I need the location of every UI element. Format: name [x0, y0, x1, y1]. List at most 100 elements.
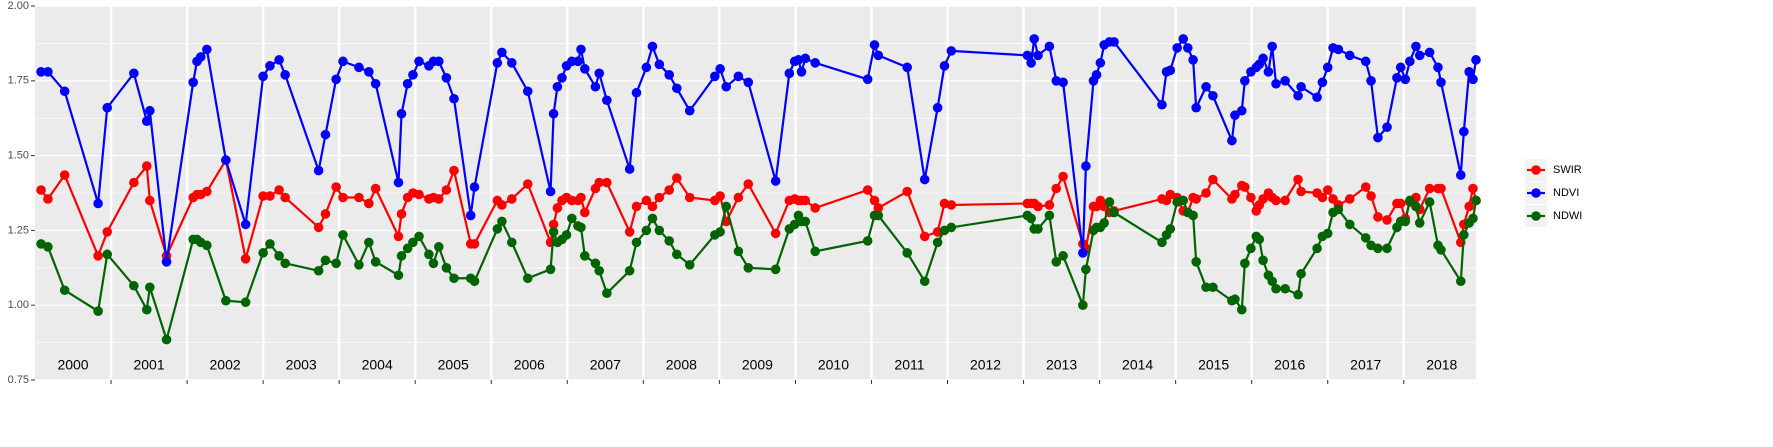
data-point [408, 237, 418, 248]
year-label: 2005 [438, 357, 469, 373]
data-point [1157, 99, 1167, 110]
data-point [331, 182, 341, 192]
data-point [1322, 62, 1333, 73]
data-point [873, 203, 884, 213]
data-point [43, 242, 53, 252]
data-point [1078, 300, 1088, 311]
data-point [1022, 50, 1033, 61]
data-point [393, 177, 404, 188]
data-point [594, 265, 605, 276]
data-point [145, 105, 155, 116]
data-point [1344, 50, 1355, 61]
data-point [579, 251, 590, 261]
data-point [202, 186, 212, 197]
data-point [1411, 201, 1421, 212]
data-point [1051, 183, 1062, 194]
data-point [902, 62, 913, 73]
data-point [1322, 185, 1333, 195]
data-point [1271, 283, 1281, 294]
data-point [202, 44, 212, 55]
data-point [59, 86, 70, 97]
data-point [684, 260, 695, 270]
data-point [1246, 243, 1256, 254]
data-point [1293, 90, 1303, 101]
data-point [1433, 62, 1443, 73]
data-point [274, 55, 284, 65]
y-tick-label: 1.50 [8, 150, 29, 162]
data-point [770, 264, 781, 275]
data-point [1267, 41, 1278, 52]
data-point [873, 210, 884, 221]
data-point [469, 239, 480, 249]
data-point [393, 231, 404, 242]
data-point [1208, 174, 1218, 185]
data-point [552, 81, 563, 92]
data-point [1081, 161, 1091, 171]
data-point [331, 74, 341, 85]
data-point [810, 203, 820, 213]
year-label: 2003 [286, 357, 317, 373]
data-point [1109, 207, 1119, 218]
data-point [810, 58, 820, 68]
data-point [320, 255, 331, 266]
data-point [424, 249, 434, 260]
data-point [1271, 78, 1281, 89]
data-point [1405, 56, 1415, 67]
data-point [1455, 276, 1466, 287]
data-point [1033, 201, 1043, 212]
data-point [1258, 53, 1268, 64]
data-point [919, 174, 930, 185]
data-point [946, 46, 957, 56]
y-tick-label: 1.00 [8, 299, 29, 311]
data-point [1236, 304, 1247, 315]
data-point [1183, 43, 1193, 53]
data-point [338, 230, 348, 240]
year-label: 2001 [133, 357, 164, 373]
data-point [1293, 174, 1303, 185]
legend-dot [1531, 165, 1541, 175]
data-point [1360, 233, 1371, 243]
data-point [396, 108, 407, 119]
data-point [624, 227, 635, 237]
data-point [641, 195, 652, 206]
data-point [93, 306, 103, 316]
data-point [492, 58, 503, 68]
data-point [1191, 102, 1201, 113]
data-point [743, 179, 754, 189]
data-point [1240, 258, 1250, 269]
data-point [545, 186, 556, 197]
data-point [402, 78, 413, 89]
year-label: 2011 [894, 357, 924, 373]
data-point [557, 73, 567, 83]
data-point [1230, 189, 1240, 200]
data-point [280, 258, 290, 269]
data-point [631, 87, 642, 98]
data-point [265, 239, 275, 249]
data-point [338, 192, 348, 203]
data-point [522, 86, 533, 97]
data-point [1033, 50, 1043, 61]
data-point [1459, 126, 1469, 137]
data-point [1296, 81, 1306, 92]
data-point [624, 164, 635, 174]
data-point [1366, 76, 1376, 86]
data-point [602, 177, 612, 188]
data-point [671, 249, 682, 260]
data-point [1095, 58, 1106, 68]
data-point [631, 201, 642, 212]
data-point [465, 210, 476, 221]
data-point [141, 116, 152, 126]
data-point [647, 213, 658, 224]
data-point [161, 334, 172, 345]
data-point [195, 52, 206, 62]
year-label: 2014 [1122, 357, 1153, 373]
data-point [1230, 294, 1240, 305]
data-point [796, 67, 807, 77]
data-point [1317, 77, 1328, 88]
data-point [1172, 43, 1182, 53]
data-point [265, 191, 275, 201]
data-point [939, 61, 950, 71]
data-point [1373, 132, 1383, 143]
data-point [1392, 73, 1402, 83]
data-point [354, 62, 364, 73]
